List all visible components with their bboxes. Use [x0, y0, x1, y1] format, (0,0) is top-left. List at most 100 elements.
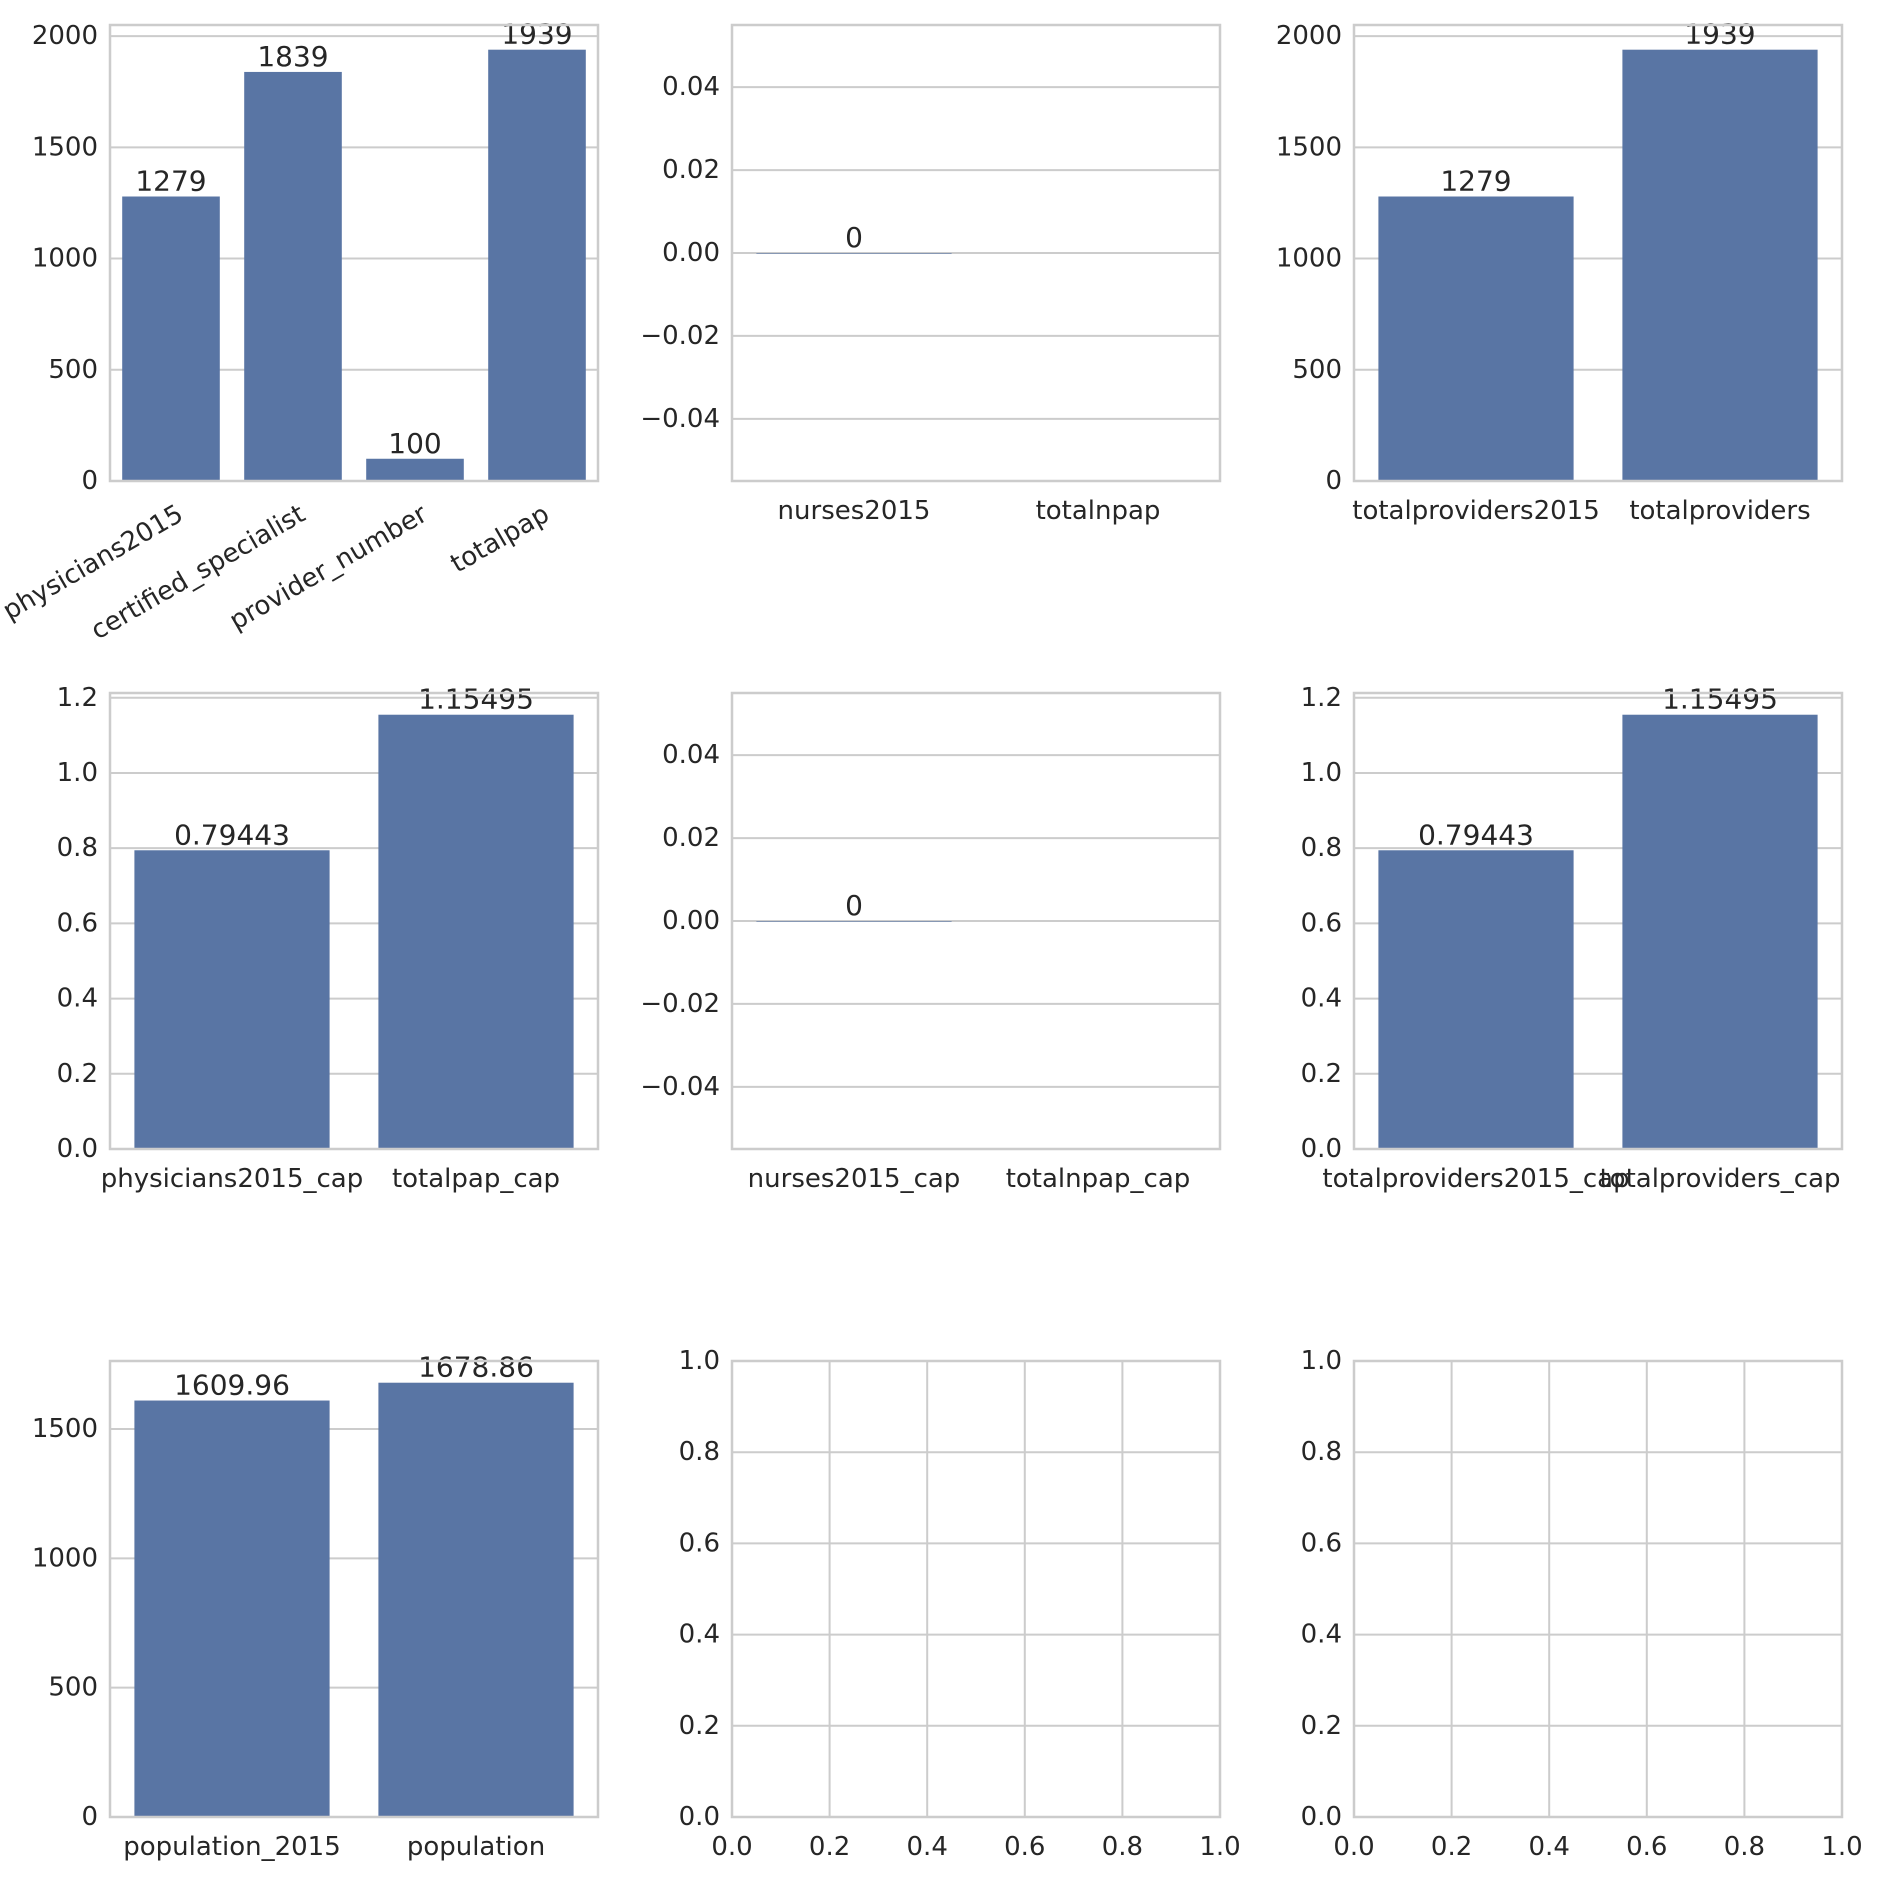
y-tick-label: 0.2 — [57, 1059, 98, 1089]
axes-frame — [730, 23, 1222, 483]
y-tick-label: 0.0 — [57, 1134, 98, 1164]
y-tick-label: −0.02 — [640, 989, 720, 1019]
y-tick-label: 0.04 — [662, 740, 720, 770]
subplot-4: 0.0 0.2 0.4 0.6 0.8 1.0 1.2 0.79443 physicians20… — [57, 683, 600, 1194]
x-category-label: totalpap_cap — [392, 1164, 560, 1194]
x-category-label: nurses2015_cap — [748, 1164, 961, 1194]
y-tick-label: 1500 — [32, 132, 98, 162]
bar-value-label: 1279 — [1440, 165, 1511, 198]
bar-value-label: 0.79443 — [174, 818, 290, 851]
subplot-7: 0 500 1000 1500 1609.96 population_2015 1678.8… — [32, 1351, 600, 1862]
x-tick-label: 0.0 — [1333, 1832, 1374, 1862]
bar — [378, 1382, 574, 1817]
x-category-label: certified_specialist — [86, 499, 311, 646]
subplot-1: 05001000150020001279physicians20151839ce… — [0, 18, 600, 646]
y-tick-label: 1500 — [1276, 132, 1342, 162]
x-category-label: totalnpap_cap — [1006, 1164, 1191, 1194]
x-category-label: population_2015 — [123, 1832, 341, 1862]
y-tick-label: 0.4 — [1301, 1620, 1342, 1650]
axes-frame — [730, 691, 1222, 1151]
bar — [366, 458, 464, 481]
y-tick-label: 0 — [1325, 466, 1342, 496]
axes-frame — [1352, 691, 1844, 1151]
x-tick-label: 0.2 — [1431, 1832, 1472, 1862]
bar — [244, 71, 342, 481]
y-tick-label: 1.0 — [1301, 1346, 1342, 1376]
y-tick-label: 0.8 — [679, 1437, 720, 1467]
bar-value-label: 1939 — [501, 18, 572, 51]
subplot-5: −0.04 −0.02 0.00 0.02 0.04 0 nurses2015_cap tot… — [640, 691, 1222, 1194]
bar — [134, 1400, 330, 1817]
x-category-label: nurses2015 — [778, 496, 931, 526]
x-tick-label: 0.2 — [809, 1832, 850, 1862]
y-tick-label: 1.2 — [57, 683, 98, 713]
bar — [756, 921, 952, 922]
y-tick-label: 1500 — [32, 1414, 98, 1444]
subplot-2: −0.04 −0.02 0.00 0.02 0.04 0 nurses2015 totalnp… — [640, 23, 1222, 526]
bar — [1378, 196, 1574, 481]
y-tick-label: −0.04 — [640, 1072, 720, 1102]
bar-value-label: 1279 — [135, 165, 206, 198]
axes-frame — [1352, 1359, 1844, 1819]
x-tick-label: 0.8 — [1724, 1832, 1765, 1862]
y-tick-label: 0.4 — [57, 984, 98, 1014]
y-tick-label: 1.2 — [1301, 683, 1342, 713]
y-tick-label: 0.02 — [662, 155, 720, 185]
y-tick-label: 2000 — [32, 21, 98, 51]
y-tick-label: 0.0 — [1301, 1134, 1342, 1164]
x-category-label: totalproviders2015_cap — [1322, 1164, 1629, 1194]
y-tick-label: 0.4 — [679, 1620, 720, 1650]
y-tick-label: 1000 — [32, 1543, 98, 1573]
x-tick-label: 0.0 — [711, 1832, 752, 1862]
y-tick-label: 0.0 — [679, 1802, 720, 1832]
x-tick-label: 0.6 — [1004, 1832, 1045, 1862]
y-tick-label: 2000 — [1276, 21, 1342, 51]
y-tick-label: −0.02 — [640, 321, 720, 351]
axes-frame — [1352, 23, 1844, 483]
y-tick-label: 0.6 — [1301, 1528, 1342, 1558]
bar-value-label: 1.15495 — [1662, 683, 1778, 716]
x-tick-label: 0.6 — [1626, 1832, 1667, 1862]
y-tick-label: 1000 — [32, 244, 98, 274]
y-tick-label: 1.0 — [1301, 758, 1342, 788]
x-tick-label: 0.4 — [1529, 1832, 1570, 1862]
bar — [1622, 714, 1818, 1149]
bar — [488, 49, 586, 481]
bar-value-label: 100 — [388, 427, 441, 460]
bar-value-label: 0 — [845, 889, 863, 922]
x-tick-label: 1.0 — [1199, 1832, 1240, 1862]
y-tick-label: 1.0 — [679, 1346, 720, 1376]
bar-value-label: 1939 — [1684, 18, 1755, 51]
y-tick-label: 500 — [1292, 355, 1342, 385]
x-category-label: physicians2015_cap — [101, 1164, 364, 1194]
y-tick-label: 0.6 — [57, 908, 98, 938]
bar — [1378, 850, 1574, 1149]
y-tick-label: 0.0 — [1301, 1802, 1342, 1832]
bar — [122, 196, 220, 481]
y-tick-label: 0.8 — [57, 833, 98, 863]
x-tick-label: 1.0 — [1821, 1832, 1862, 1862]
y-tick-label: 0.2 — [1301, 1059, 1342, 1089]
bar-value-label: 0.79443 — [1418, 818, 1534, 851]
bar-value-label: 1839 — [257, 40, 328, 73]
y-tick-label: 0.8 — [1301, 1437, 1342, 1467]
y-tick-label: 500 — [48, 1673, 98, 1703]
bar — [756, 253, 952, 254]
x-tick-label: 0.4 — [907, 1832, 948, 1862]
bar-value-label: 1609.96 — [174, 1369, 290, 1402]
y-tick-label: 1000 — [1276, 244, 1342, 274]
bar — [134, 850, 330, 1149]
axes-frame — [730, 1359, 1222, 1819]
x-tick-label: 0.8 — [1102, 1832, 1143, 1862]
y-tick-label: 0.02 — [662, 823, 720, 853]
y-tick-label: 0.6 — [679, 1528, 720, 1558]
bar-value-label: 1.15495 — [418, 683, 534, 716]
bar-value-label: 0 — [845, 221, 863, 254]
x-category-label: totalnpap — [1036, 496, 1161, 526]
y-tick-label: 0.4 — [1301, 984, 1342, 1014]
x-category-label: totalproviders2015 — [1352, 496, 1600, 526]
y-tick-label: 0 — [81, 466, 98, 496]
axes-frame — [108, 691, 600, 1151]
subplot-3: 0 500 1000 1500 2000 1279 totalproviders2015 19… — [1276, 18, 1844, 526]
